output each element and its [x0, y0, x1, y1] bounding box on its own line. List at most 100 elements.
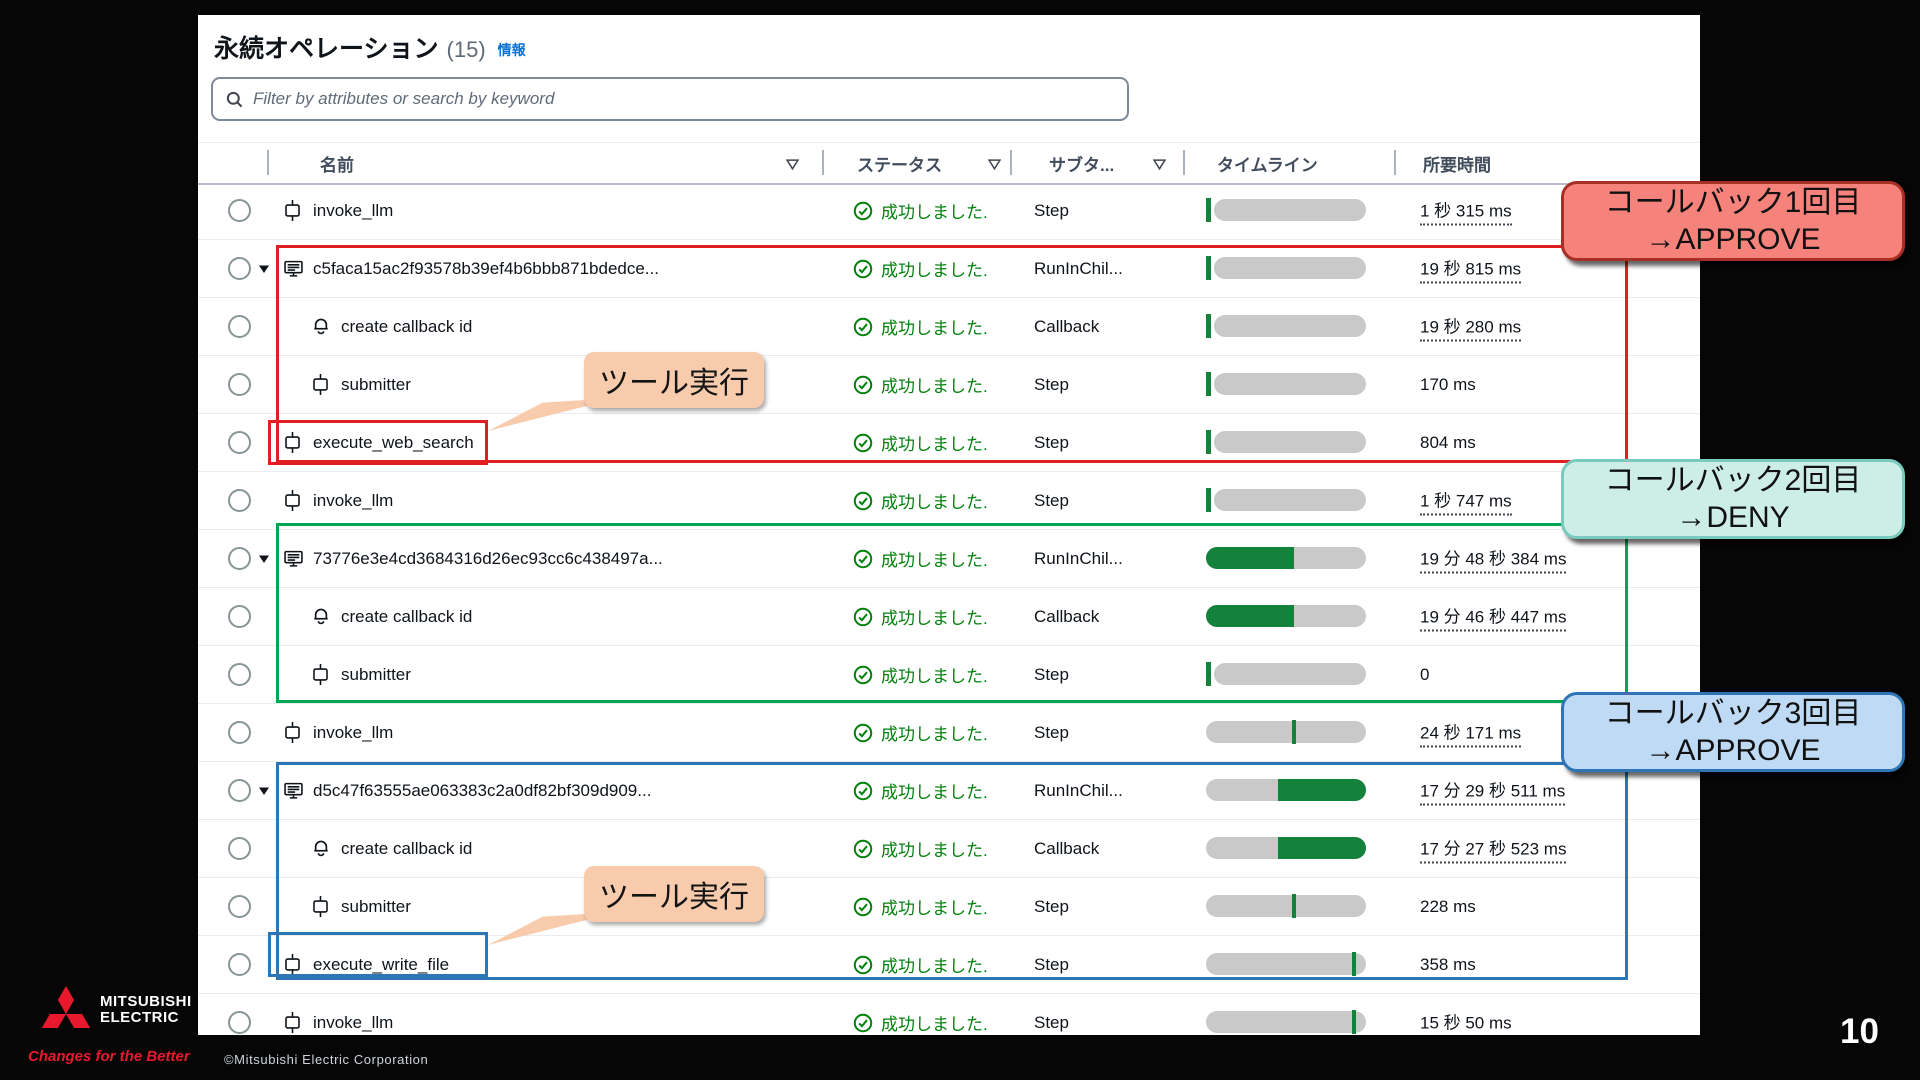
- row-select-radio[interactable]: [228, 605, 251, 628]
- row-select-radio[interactable]: [228, 953, 251, 976]
- callout-line1: コールバック1回目: [1604, 186, 1862, 219]
- sort-icon[interactable]: [1152, 155, 1167, 175]
- table-row: execute_write_file 成功しました. Step 358 ms: [198, 936, 1700, 994]
- brand-name: MITSUBISHI ELECTRIC: [100, 994, 192, 1026]
- callout-line1: コールバック2回目: [1604, 464, 1862, 497]
- status-cell: 成功しました.: [853, 414, 988, 471]
- name-cell: submitter: [258, 356, 411, 413]
- duration-value: 0: [1420, 664, 1430, 684]
- item-count: (15): [446, 37, 486, 62]
- success-check-icon: [853, 1013, 873, 1033]
- child-machine-icon: [284, 550, 308, 568]
- subtype-text: Step: [1034, 433, 1069, 452]
- brand-line1: MITSUBISHI: [100, 993, 192, 1010]
- header-divider: [822, 150, 824, 175]
- table-row: invoke_llm 成功しました. Step 1 秒 747 ms: [198, 472, 1700, 530]
- filter-placeholder: Filter by attributes or search by keywor…: [253, 89, 555, 108]
- row-select-radio[interactable]: [228, 1011, 251, 1034]
- duration-value: 19 秒 815 ms: [1420, 254, 1522, 283]
- success-check-icon: [853, 549, 873, 569]
- duration-value: 19 秒 280 ms: [1420, 312, 1522, 341]
- subtype-text: Step: [1034, 201, 1069, 220]
- success-check-icon: [853, 839, 873, 859]
- subtype-text: Step: [1034, 723, 1069, 742]
- expand-caret-icon[interactable]: [258, 554, 284, 564]
- step-icon: [284, 490, 308, 511]
- table-row: create callback id 成功しました. Callback 17 分 27…: [198, 820, 1700, 878]
- status-text: 成功しました.: [881, 493, 988, 512]
- row-select-radio[interactable]: [228, 547, 251, 570]
- row-select-radio[interactable]: [228, 373, 251, 396]
- child-machine-icon: [284, 260, 308, 278]
- tool-exec-callout-2: ツール実行: [584, 866, 764, 922]
- duration-value: 17 分 27 秒 523 ms: [1420, 834, 1567, 863]
- success-check-icon: [853, 317, 873, 337]
- success-check-icon: [853, 259, 873, 279]
- operation-name: d5c47f63555ae063383c2a0df82bf309d909...: [313, 780, 652, 800]
- timeline-bar: [1206, 547, 1366, 569]
- step-icon: [312, 374, 336, 395]
- row-select-radio[interactable]: [228, 779, 251, 802]
- filter-input[interactable]: Filter by attributes or search by keywor…: [211, 77, 1129, 121]
- success-check-icon: [853, 781, 873, 801]
- sort-icon[interactable]: [987, 155, 1002, 175]
- callout-line2: →DENY: [1676, 501, 1790, 534]
- name-cell: 73776e3e4cd3684316d26ec93cc6c438497a...: [258, 530, 663, 587]
- row-select-radio[interactable]: [228, 315, 251, 338]
- status-text: 成功しました.: [881, 725, 988, 744]
- callback1-result-callout: コールバック1回目 →APPROVE: [1561, 181, 1905, 261]
- name-cell: create callback id: [258, 588, 472, 645]
- operation-name: create callback id: [341, 606, 473, 626]
- header-divider: [1010, 150, 1012, 175]
- success-check-icon: [853, 375, 873, 395]
- info-link[interactable]: 情報: [497, 42, 526, 58]
- panel-header: 永続オペレーション (15) 情報: [214, 29, 526, 65]
- status-cell: 成功しました.: [853, 820, 988, 877]
- table-row: invoke_llm 成功しました. Step 1 秒 315 ms: [198, 182, 1700, 240]
- expand-caret-icon[interactable]: [258, 786, 284, 796]
- operation-name: submitter: [341, 374, 411, 394]
- operation-name: invoke_llm: [313, 490, 394, 510]
- expand-caret-icon[interactable]: [258, 264, 284, 274]
- duration-value: 358 ms: [1420, 954, 1476, 974]
- status-cell: 成功しました.: [853, 878, 988, 935]
- status-text: 成功しました.: [881, 783, 988, 802]
- row-select-radio[interactable]: [228, 721, 251, 744]
- status-text: 成功しました.: [881, 841, 988, 860]
- column-header-subtype: サブタ...: [1049, 156, 1115, 175]
- table-row: execute_web_search 成功しました. Step 804 ms: [198, 414, 1700, 472]
- table-row: submitter 成功しました. Step 0: [198, 646, 1700, 704]
- status-text: 成功しました.: [881, 1015, 988, 1034]
- operation-name: 73776e3e4cd3684316d26ec93cc6c438497a...: [313, 548, 663, 568]
- name-cell: c5faca15ac2f93578b39ef4b6bbb871bdedce...: [258, 240, 659, 297]
- status-text: 成功しました.: [881, 667, 988, 686]
- row-select-radio[interactable]: [228, 895, 251, 918]
- success-check-icon: [853, 955, 873, 975]
- row-select-radio[interactable]: [228, 199, 251, 222]
- timeline-bar: [1206, 720, 1366, 744]
- subtype-text: Callback: [1034, 607, 1100, 626]
- status-cell: 成功しました.: [853, 240, 988, 297]
- timeline-bar: [1206, 605, 1366, 627]
- row-select-radio[interactable]: [228, 431, 251, 454]
- row-select-radio[interactable]: [228, 489, 251, 512]
- status-text: 成功しました.: [881, 319, 988, 338]
- sort-icon[interactable]: [785, 155, 800, 175]
- name-cell: create callback id: [258, 820, 472, 877]
- timeline-bar: [1206, 430, 1366, 454]
- success-check-icon: [853, 607, 873, 627]
- copyright-text: ©Mitsubishi Electric Corporation: [224, 1052, 429, 1067]
- operation-name: invoke_llm: [313, 1012, 394, 1032]
- row-select-radio[interactable]: [228, 257, 251, 280]
- duration-value: 804 ms: [1420, 432, 1476, 452]
- success-check-icon: [853, 433, 873, 453]
- subtype-text: Callback: [1034, 317, 1100, 336]
- table-row: invoke_llm 成功しました. Step 24 秒 171 ms: [198, 704, 1700, 762]
- name-cell: submitter: [258, 646, 411, 703]
- duration-value: 17 分 29 秒 511 ms: [1420, 776, 1566, 805]
- row-select-radio[interactable]: [228, 837, 251, 860]
- row-select-radio[interactable]: [228, 663, 251, 686]
- table-row: create callback id 成功しました. Callback 19 秒 28…: [198, 298, 1700, 356]
- operation-name: execute_web_search: [313, 432, 474, 452]
